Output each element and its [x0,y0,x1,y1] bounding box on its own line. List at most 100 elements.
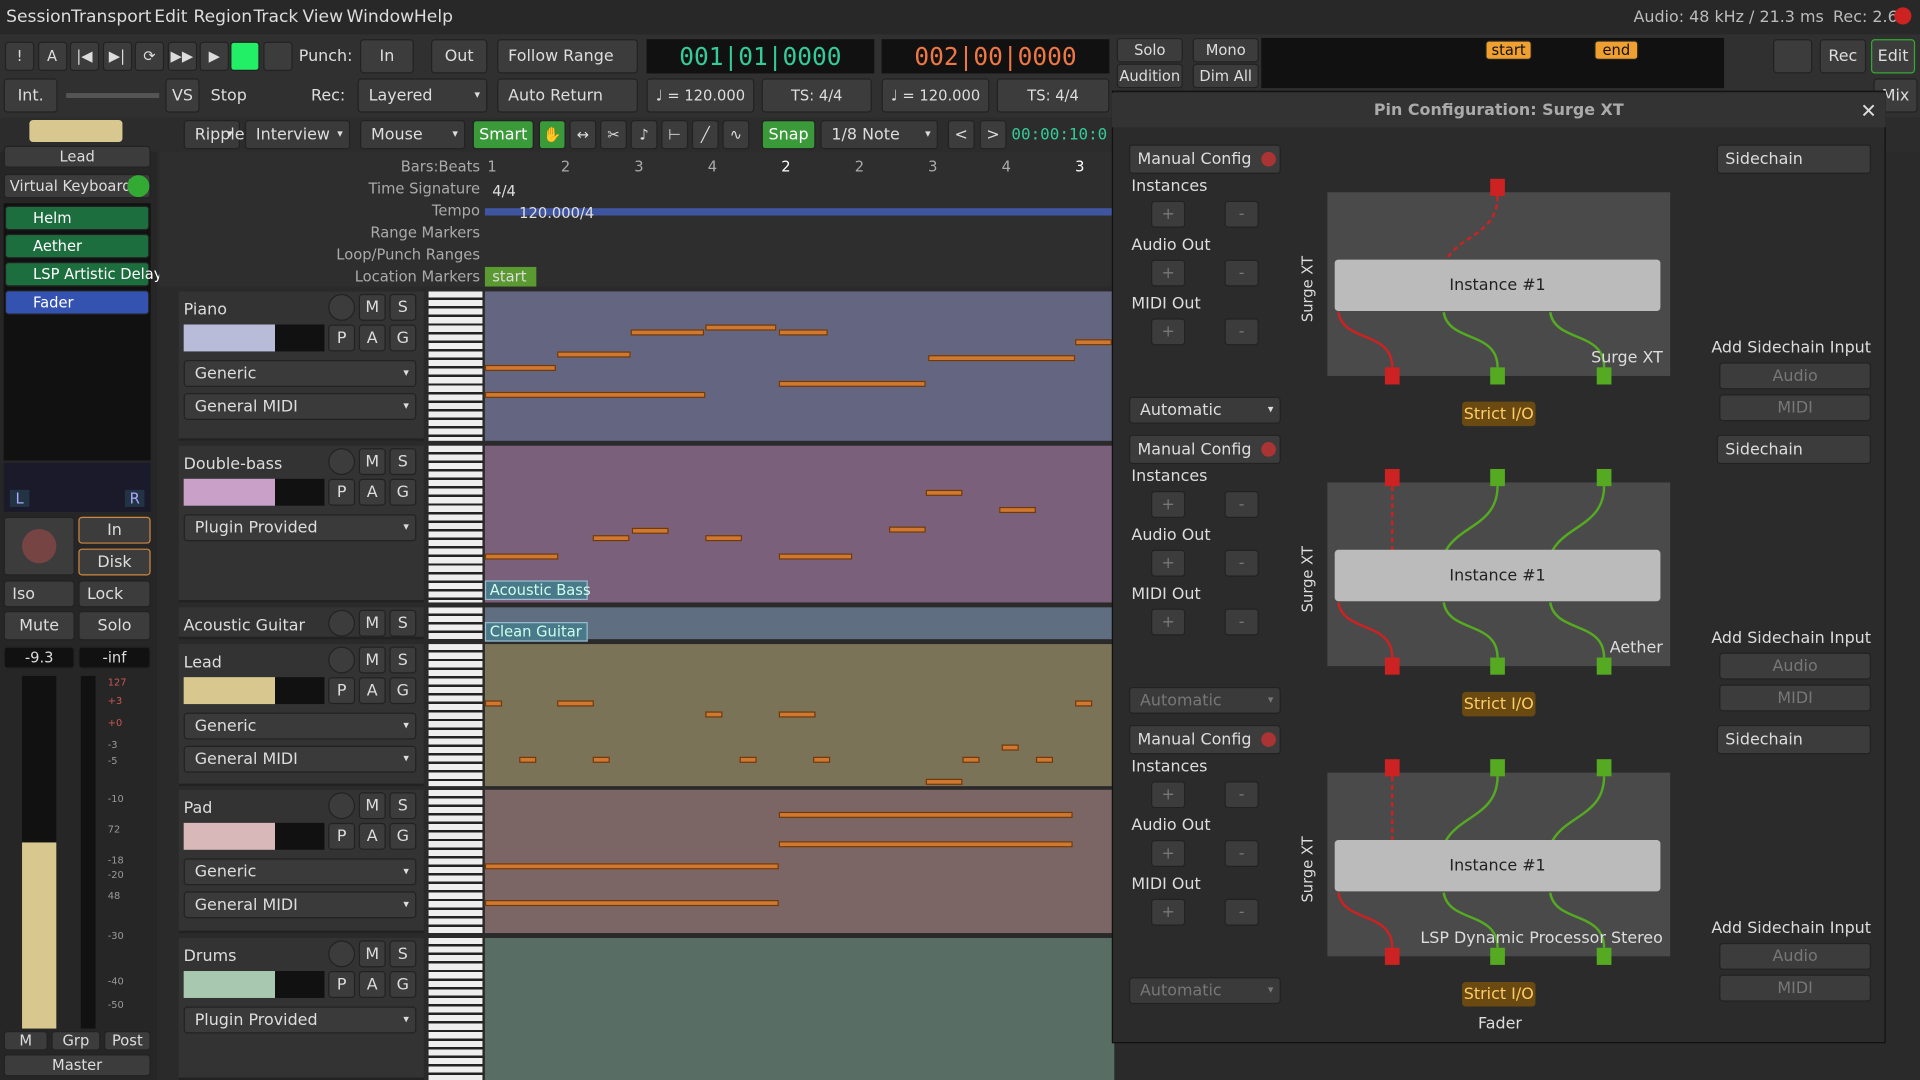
punch-out[interactable]: Out [431,39,488,74]
track-menu[interactable]: General MIDI [183,891,417,919]
disk-button[interactable]: Disk [78,548,151,576]
grp-button[interactable]: Grp [51,1031,101,1051]
plugin[interactable]: Aether [4,233,150,259]
plus-button[interactable]: + [1151,318,1186,346]
menu-item[interactable]: Session [6,7,72,27]
menu-item[interactable]: Edit [154,7,188,27]
edit-window-button[interactable]: Edit [1871,39,1916,74]
solo-strip-button[interactable]: Solo [78,611,151,641]
track-rec[interactable] [328,448,356,476]
track-p[interactable]: P [328,478,356,506]
mono-button[interactable]: Mono [1192,37,1259,63]
plus-button[interactable]: + [1151,259,1186,287]
transport-button[interactable]: ⟳ [134,41,165,72]
track-solo[interactable]: S [389,792,417,820]
strip-name[interactable]: Lead [3,145,151,168]
minus-button[interactable]: - [1224,898,1259,926]
nudge-forward[interactable]: > [979,120,1007,150]
manual-config[interactable]: Manual Config [1128,434,1281,465]
punch-in[interactable]: In [360,39,414,74]
automatic[interactable]: Automatic [1128,396,1281,424]
auto-return[interactable]: Auto Return [497,78,638,113]
track-g[interactable]: G [389,971,417,998]
plus-button[interactable]: + [1151,491,1186,518]
tempo-2[interactable]: ♩ = 120.000 [881,78,990,113]
follow-range[interactable]: Follow Range [497,39,638,74]
dim-all-button[interactable]: Dim All [1192,63,1259,89]
tool-button[interactable]: ✋ [538,120,566,150]
sidechain[interactable]: Sidechain [1716,144,1872,174]
virtual-keyboard[interactable]: Virtual Keyboard [3,173,151,199]
sc-audio[interactable]: Audio [1719,362,1872,390]
track-rec[interactable] [328,646,356,674]
int-button[interactable]: Int. [3,78,58,113]
track-solo[interactable]: S [389,609,417,637]
minus-button[interactable]: - [1224,318,1259,346]
menu-item[interactable]: View [302,7,344,27]
lock-button[interactable]: Lock [78,580,151,608]
track-mute[interactable]: M [358,940,386,968]
mute-button[interactable]: Mute [3,611,75,641]
track-a[interactable]: A [358,677,386,705]
minus-button[interactable]: - [1224,840,1259,867]
track-p[interactable]: P [328,822,356,850]
m-button[interactable]: M [3,1031,48,1051]
track-menu[interactable]: Generic [183,712,417,740]
sc-audio[interactable]: Audio [1719,652,1872,680]
track-a[interactable]: A [358,324,386,352]
minus-button[interactable]: - [1224,549,1259,577]
transport-button[interactable]: ! [4,41,35,72]
snap-button[interactable]: Snap [761,120,816,150]
audition-button[interactable]: Audition [1116,63,1183,89]
track-g[interactable]: G [389,822,417,850]
track-p[interactable]: P [328,324,356,352]
plus-button[interactable]: + [1151,840,1186,867]
post-button[interactable]: Post [104,1031,151,1051]
track-rec[interactable] [328,792,356,820]
automatic[interactable]: Automatic [1128,977,1281,1005]
plus-button[interactable]: + [1151,549,1186,577]
track-menu[interactable]: Generic [183,858,417,886]
plus-button[interactable]: + [1151,898,1186,926]
stop-button[interactable] [230,41,260,72]
ripple-mode[interactable]: Interview [244,120,351,150]
track-rec[interactable] [328,293,356,321]
track-a[interactable]: A [358,971,386,998]
tempo-1[interactable]: ♩ = 120.000 [646,78,755,113]
sidechain[interactable]: Sidechain [1716,434,1872,465]
track-g[interactable]: G [389,677,417,705]
track-solo[interactable]: S [389,646,417,674]
ts-2[interactable]: TS: 4/4 [996,78,1110,113]
manual-config[interactable]: Manual Config [1128,724,1281,755]
tool-button[interactable]: ✂ [600,120,627,150]
track-rec[interactable] [328,609,356,637]
tool-button[interactable]: ∿ [722,120,750,150]
minus-button[interactable]: - [1224,491,1259,518]
grid-type[interactable]: 1/8 Note [820,120,938,150]
track-a[interactable]: A [358,478,386,506]
sc-midi[interactable]: MIDI [1719,394,1872,422]
master-button[interactable]: Master [3,1054,151,1077]
close-button[interactable]: ✕ [1860,98,1877,122]
ts-1[interactable]: TS: 4/4 [761,78,872,113]
track-solo[interactable]: S [389,293,417,321]
sidechain[interactable]: Sidechain [1716,724,1872,755]
smart-button[interactable]: Smart [472,120,534,150]
nudge-back[interactable]: < [947,120,975,150]
track-p[interactable]: P [328,971,356,998]
plugin[interactable]: LSP Artistic Delay [4,262,162,287]
transport-button[interactable]: ▶ [199,41,229,72]
plugin[interactable]: Helm [4,205,150,231]
minus-button[interactable]: - [1224,781,1259,809]
plus-button[interactable]: + [1151,781,1186,809]
plus-button[interactable]: + [1151,200,1186,228]
manual-config[interactable]: Manual Config [1128,144,1281,174]
track-mute[interactable]: M [358,448,386,476]
minus-button[interactable]: - [1224,608,1259,636]
tool-button[interactable]: ⊢ [661,120,689,150]
rec-window-button[interactable]: Rec [1819,39,1867,74]
track-menu[interactable]: Generic [183,360,417,387]
solo-button[interactable]: Solo [1116,37,1183,63]
menu-item[interactable]: Window [346,7,415,27]
track-g[interactable]: G [389,478,417,506]
